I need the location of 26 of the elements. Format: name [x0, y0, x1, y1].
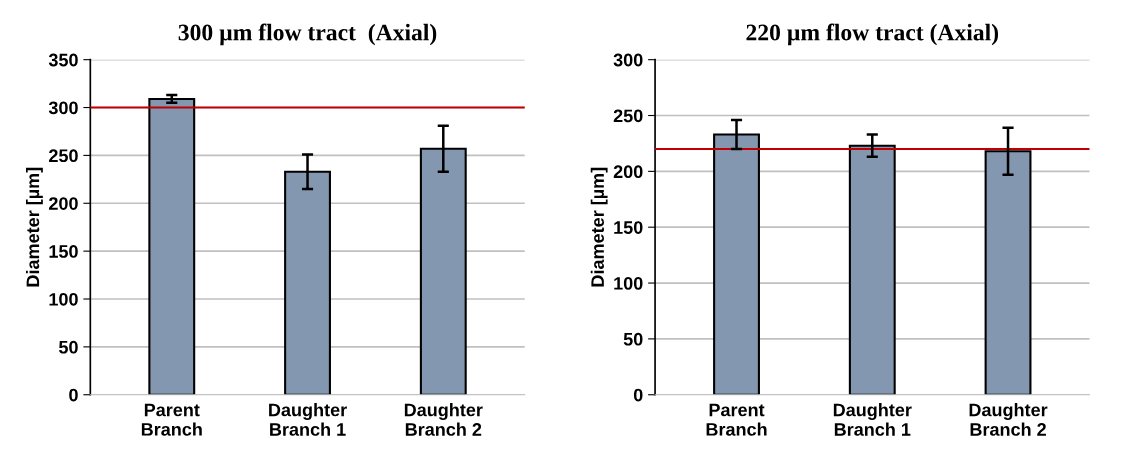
x-tick-label: Parent Branch — [706, 403, 767, 436]
x-tick-label: Parent Branch — [141, 403, 202, 436]
y-tick-label: 350 — [48, 53, 78, 67]
y-tick-label: 100 — [49, 292, 78, 306]
x-tick-label: Daughter Branch 1 — [833, 403, 912, 436]
y-tick-label: 300 — [48, 101, 78, 115]
y-tick-label: 0 — [69, 388, 78, 402]
bar — [148, 97, 196, 395]
y-tick-label: 200 — [49, 197, 78, 210]
x-tick-label: Daughter Branch 2 — [404, 403, 483, 436]
y-tick-label: 300 — [613, 53, 643, 67]
y-tick-label: 150 — [614, 221, 643, 234]
y-axis-title: Diameter [µm] — [26, 167, 43, 287]
y-tick-label: 50 — [623, 332, 643, 346]
y-tick-label: 100 — [614, 276, 643, 290]
chart-title: 220 µm flow tract (Axial) — [746, 23, 999, 46]
y-axis-title: Diameter [µm] — [590, 167, 608, 287]
chart-title: 300 µm flow tract (Axial) — [178, 23, 437, 46]
y-tick-label: 50 — [58, 340, 78, 354]
y-tick-label: 200 — [613, 165, 643, 179]
y-tick-label: 0 — [633, 388, 643, 402]
x-tick-label: Daughter Branch 2 — [969, 403, 1048, 436]
y-tick-label: 150 — [49, 245, 78, 258]
y-tick-label: 250 — [49, 149, 78, 163]
y-tick-label: 250 — [613, 109, 643, 123]
x-tick-label: Daughter Branch 1 — [269, 403, 347, 436]
